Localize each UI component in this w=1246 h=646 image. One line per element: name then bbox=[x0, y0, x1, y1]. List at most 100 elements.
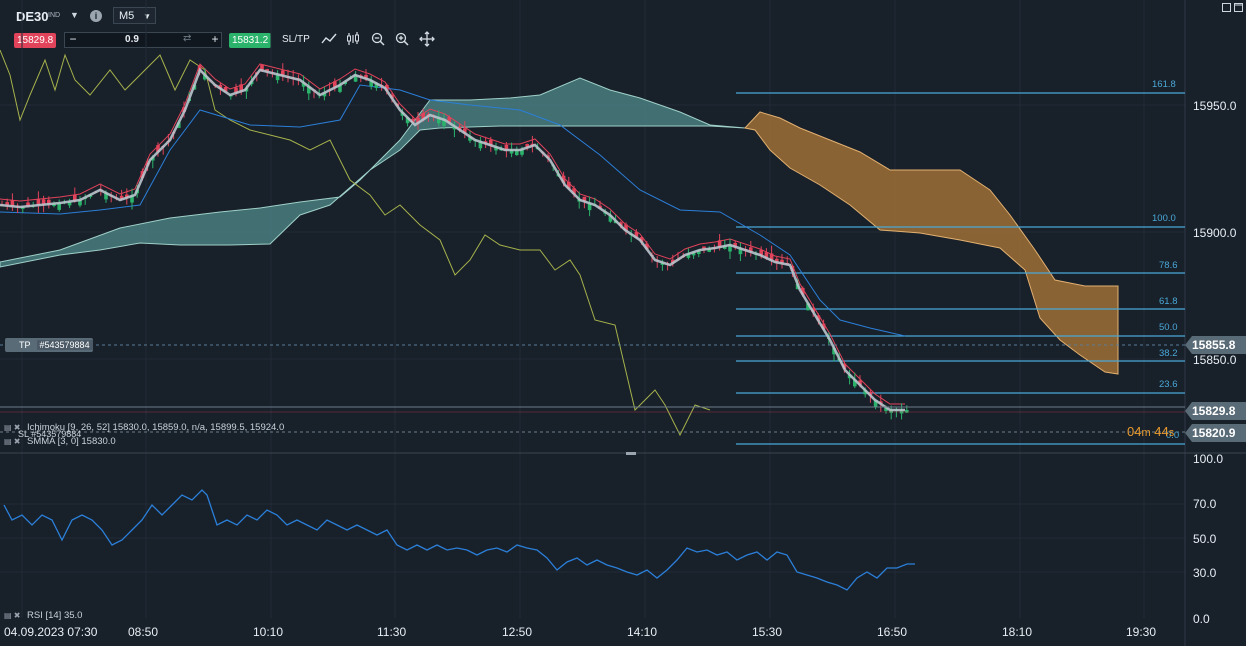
time-axis-label: 16:50 bbox=[877, 625, 908, 639]
time-axis-label: 08:50 bbox=[128, 625, 159, 639]
symbol-name[interactable]: DE30 bbox=[16, 9, 49, 24]
candle-body bbox=[307, 86, 311, 94]
candle-body bbox=[301, 82, 306, 87]
candle-body bbox=[858, 380, 862, 385]
indicator-settings-icon[interactable]: ▤ ✖ bbox=[4, 423, 21, 432]
stop-loss-tag[interactable]: SL #543579884 bbox=[5, 427, 81, 441]
zoom-out-icon[interactable] bbox=[370, 31, 386, 47]
panel-resize-handle[interactable] bbox=[626, 452, 636, 455]
time-axis-label: 10:10 bbox=[253, 625, 284, 639]
sltp-button[interactable]: SL/TP bbox=[282, 34, 310, 45]
time-axis-label: 11:30 bbox=[377, 625, 407, 639]
candle-body bbox=[405, 117, 410, 124]
candle-body bbox=[41, 199, 46, 205]
candle-body bbox=[691, 252, 696, 256]
symbol-dropdown-chevron-icon[interactable]: ▼ bbox=[70, 10, 79, 20]
candle-body bbox=[515, 150, 519, 156]
candle-body bbox=[821, 323, 826, 330]
rsi-axis-label: 50.0 bbox=[1193, 532, 1217, 546]
smma-line bbox=[0, 67, 905, 412]
buy-price-button[interactable]: 15831.2 bbox=[229, 33, 272, 48]
candle-body bbox=[140, 171, 145, 178]
candle-body bbox=[723, 246, 727, 249]
candle-body bbox=[333, 81, 337, 88]
candle-body bbox=[863, 390, 867, 395]
candle-body bbox=[567, 181, 571, 189]
volume-input-box[interactable] bbox=[64, 32, 222, 48]
candle-body bbox=[36, 198, 41, 206]
candle-body bbox=[130, 196, 134, 203]
move-icon[interactable] bbox=[419, 31, 435, 47]
candle-body bbox=[156, 145, 160, 152]
candle-body bbox=[223, 86, 228, 93]
info-icon[interactable]: i bbox=[90, 10, 102, 22]
candle-body bbox=[884, 407, 888, 411]
volume-decrease-button[interactable]: − bbox=[69, 32, 77, 46]
rsi-line bbox=[3, 489, 915, 591]
kijun-line bbox=[0, 84, 906, 337]
candle-body bbox=[234, 87, 238, 93]
candle-body bbox=[78, 200, 82, 206]
candle-body bbox=[561, 175, 566, 183]
chart-type-icon[interactable] bbox=[321, 31, 337, 47]
take-profit-tag[interactable]: TP #543579884 bbox=[5, 338, 93, 352]
maximize-icon[interactable] bbox=[1234, 3, 1243, 12]
candle-body bbox=[504, 144, 509, 150]
candle-body bbox=[468, 136, 472, 141]
time-axis-label: 04.09.2023 07:30 bbox=[4, 625, 98, 639]
candle-countdown: 04m 44s bbox=[1127, 424, 1175, 439]
candle-body bbox=[353, 75, 358, 82]
indicators-icon[interactable] bbox=[346, 31, 362, 47]
fib-label: 0.0 bbox=[1166, 430, 1180, 441]
candle-body bbox=[816, 315, 821, 321]
candle-body bbox=[437, 117, 441, 124]
fib-label: 61.8 bbox=[1159, 296, 1178, 307]
swap-icon[interactable]: ⇄ bbox=[183, 33, 192, 44]
candle-body bbox=[494, 147, 498, 151]
candle-body bbox=[634, 231, 639, 238]
candle-body bbox=[10, 200, 15, 207]
candle-body bbox=[671, 259, 675, 264]
sell-price-button[interactable]: 15829.8 bbox=[14, 33, 57, 48]
candle-body bbox=[73, 194, 77, 201]
symbol-type-badge: IND bbox=[48, 12, 61, 19]
candle-body bbox=[639, 237, 644, 243]
candle-body bbox=[463, 128, 467, 134]
candle-body bbox=[265, 69, 269, 72]
candle-body bbox=[905, 410, 909, 413]
candle-body bbox=[203, 74, 207, 80]
fib-label: 38.2 bbox=[1159, 348, 1178, 359]
candle-body bbox=[364, 74, 368, 79]
candle-body bbox=[587, 203, 592, 211]
rsi-legend: RSI [14] 35.0 bbox=[27, 610, 83, 621]
volume-value[interactable]: 0.9 bbox=[125, 34, 139, 45]
minimize-icon[interactable] bbox=[1222, 3, 1231, 12]
candle-body bbox=[457, 126, 462, 130]
indicator-settings-icon[interactable]: ▤ ✖ bbox=[4, 437, 21, 446]
candle-body bbox=[697, 250, 701, 254]
sl-order-id: #543579884 bbox=[31, 429, 82, 439]
ichimoku-cloud bbox=[0, 77, 1119, 375]
candle-body bbox=[775, 258, 779, 263]
ichimoku-legend: Ichimoku [9, 26, 52] 15830.0, 15859.0, n… bbox=[27, 422, 285, 433]
indicator-settings-icon[interactable]: ▤ ✖ bbox=[4, 611, 21, 620]
price-axis-label: 15900.0 bbox=[1193, 226, 1237, 240]
candle-body bbox=[702, 246, 706, 250]
candle-body bbox=[749, 247, 753, 252]
sl-label: SL bbox=[18, 429, 29, 439]
timeframe-select[interactable]: M5 ▼ bbox=[113, 7, 156, 24]
candle-body bbox=[5, 202, 9, 206]
candle-body bbox=[67, 201, 72, 206]
current-price-tag: 15829.8 bbox=[1185, 402, 1246, 420]
volume-increase-button[interactable]: + bbox=[211, 32, 219, 46]
candle-body bbox=[801, 287, 805, 295]
candle-body bbox=[447, 117, 451, 123]
cloud-bullish bbox=[0, 77, 746, 268]
smma-line bbox=[0, 67, 905, 412]
candle-body bbox=[369, 80, 373, 87]
candle-body bbox=[873, 400, 878, 407]
zoom-in-icon[interactable] bbox=[394, 31, 410, 47]
candle-body bbox=[421, 112, 425, 120]
price-axis-label: 15950.0 bbox=[1193, 99, 1237, 113]
